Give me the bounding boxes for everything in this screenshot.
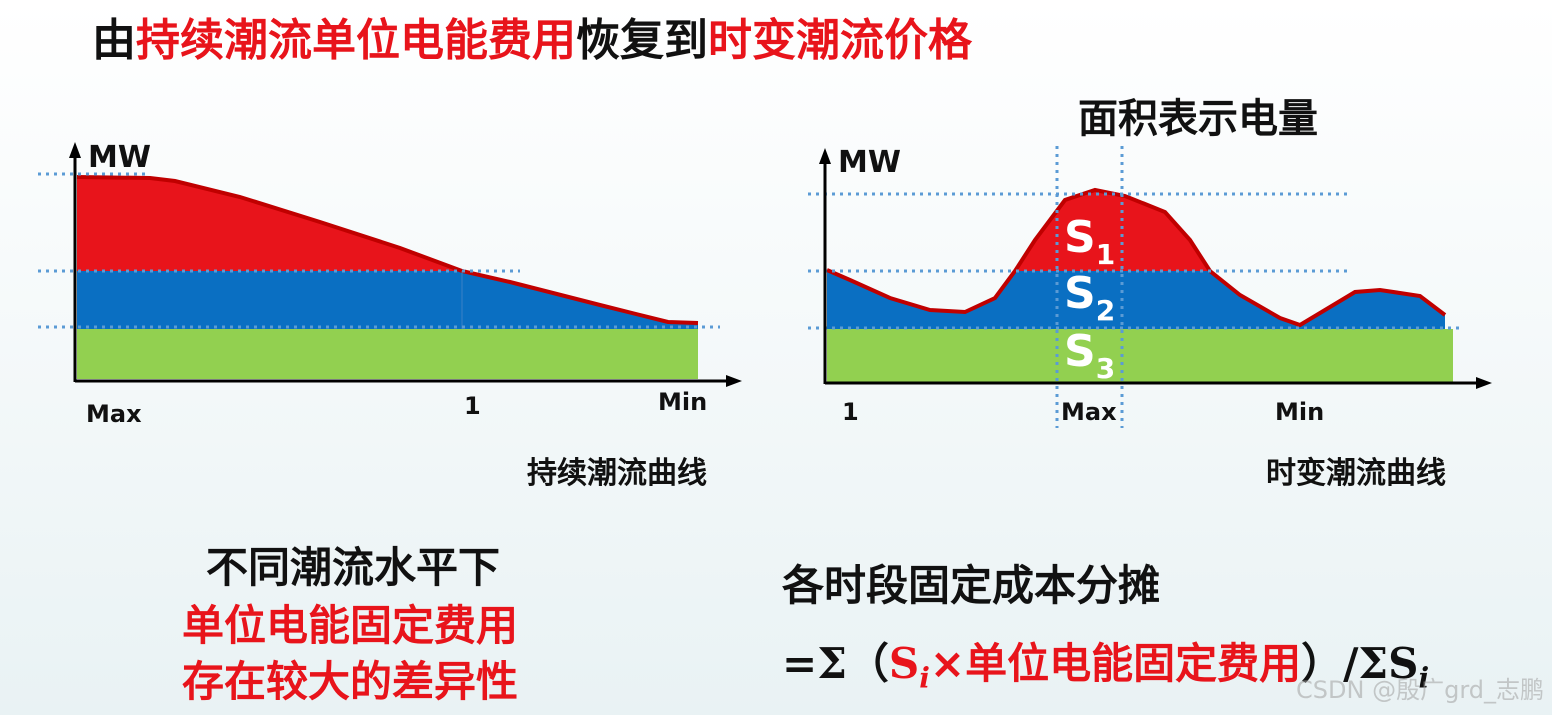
right-green-band [827, 329, 1453, 382]
right-x-tick-min: Min [1275, 398, 1324, 426]
title-part-3: 恢复到 [576, 15, 708, 66]
formula-si-sub: i [919, 661, 930, 695]
left-x-tick-1: 1 [464, 392, 481, 420]
left-x-tick-min: Min [658, 388, 707, 416]
left-red-band [77, 177, 462, 271]
bottom-left-line-3: 存在较大的差异性 [182, 657, 519, 706]
left-x-arrow [726, 375, 742, 387]
formula-middle: ×单位电能固定费用 [929, 639, 1302, 688]
right-y-arrow [819, 148, 831, 164]
right-x-tick-max: Max [1061, 398, 1117, 426]
right-chart: S1 S2 S3 MW 1 Max Min [808, 145, 1492, 428]
left-green-band [77, 329, 698, 379]
area-label-s2: S2 [1064, 268, 1115, 327]
right-y-label: MW [838, 145, 901, 180]
right-chart-caption: 时变潮流曲线 [1266, 456, 1446, 491]
bottom-left-line-1: 不同潮流水平下 [206, 543, 501, 592]
left-y-label: MW [88, 140, 151, 175]
right-x-arrow [1476, 377, 1492, 389]
cost-allocation-formula: =Σ（Si×单位电能固定费用）/ΣSi [782, 630, 1429, 694]
right-red-peak [1015, 190, 1210, 271]
formula-suffix-sub: i [1418, 661, 1430, 695]
title-part-2: 持续潮流单位电能费用 [136, 15, 576, 66]
area-label-s1: S1 [1064, 212, 1115, 271]
left-x-tick-max: Max [86, 400, 142, 428]
bottom-left-line-2: 单位电能固定费用 [182, 601, 519, 650]
right-time-curve [826, 187, 1447, 328]
right-blue-area [827, 270, 1445, 329]
right-chart-header: 面积表示电量 [1078, 96, 1318, 142]
area-label-s3: S3 [1064, 326, 1115, 385]
watermark: CSDN @殷广grd_志鹏 [1296, 676, 1544, 704]
formula-prefix: =Σ（ [782, 639, 889, 688]
left-y-arrow [69, 142, 81, 158]
right-x-tick-1: 1 [842, 398, 859, 426]
formula-suffix: ）/ΣS [1301, 639, 1419, 688]
page-title: 由持续潮流单位电能费用恢复到时变潮流价格 [92, 4, 972, 68]
left-blue-band [77, 271, 698, 329]
title-part-4: 时变潮流价格 [708, 15, 972, 66]
formula-si-base: S [888, 639, 920, 688]
bottom-right-line-1: 各时段固定成本分摊 [782, 561, 1161, 610]
title-part-1: 由 [92, 15, 136, 66]
left-chart: MW Max 1 Min [38, 140, 742, 428]
left-chart-caption: 持续潮流曲线 [527, 456, 707, 491]
left-duration-curve [76, 175, 699, 325]
